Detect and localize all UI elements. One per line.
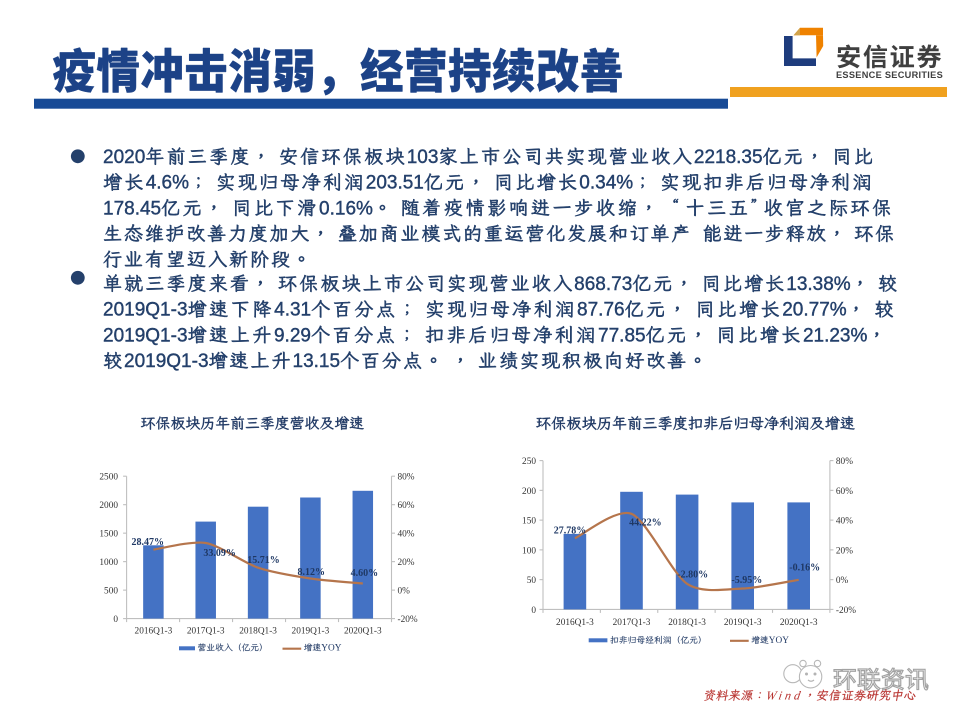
svg-text:50: 50	[527, 576, 537, 586]
svg-text:Wind: Wind	[765, 689, 805, 703]
svg-text:2000: 2000	[99, 501, 118, 511]
svg-text:4.31: 4.31	[274, 300, 311, 321]
svg-text:-0.16%: -0.16%	[789, 563, 820, 574]
svg-text:44.22%: 44.22%	[629, 518, 662, 529]
svg-text:2020Q1-3: 2020Q1-3	[344, 627, 382, 637]
svg-text:2019Q1-3: 2019Q1-3	[124, 351, 209, 372]
svg-text:1000: 1000	[99, 558, 118, 568]
svg-text:0: 0	[113, 615, 118, 625]
svg-text:2019Q1-3: 2019Q1-3	[103, 325, 188, 346]
svg-text:2016Q1-3: 2016Q1-3	[556, 618, 594, 628]
svg-text:2018Q1-3: 2018Q1-3	[239, 627, 277, 637]
svg-text:60%: 60%	[836, 487, 853, 497]
svg-text:60%: 60%	[398, 501, 415, 511]
svg-text:9.29: 9.29	[274, 325, 311, 346]
svg-text:2019Q1-3: 2019Q1-3	[103, 300, 188, 321]
svg-text:4.6%: 4.6%	[146, 173, 189, 194]
svg-text:13.38%: 13.38%	[786, 274, 851, 295]
svg-text:-5.95%: -5.95%	[731, 575, 762, 586]
svg-text:178.45: 178.45	[103, 198, 161, 219]
svg-text:77.85: 77.85	[598, 325, 646, 346]
svg-text:0.34%: 0.34%	[579, 173, 633, 194]
svg-text:40%: 40%	[836, 517, 853, 527]
svg-text:2019Q1-3: 2019Q1-3	[292, 627, 330, 637]
svg-text:20.77%: 20.77%	[782, 300, 847, 321]
svg-text:2020: 2020	[103, 147, 145, 168]
svg-text:2017Q1-3: 2017Q1-3	[613, 618, 651, 628]
svg-text:8.12%: 8.12%	[298, 567, 326, 578]
svg-text:87.76: 87.76	[577, 300, 625, 321]
svg-text:ESSENCE SECURITIES: ESSENCE SECURITIES	[836, 70, 943, 80]
svg-text:1500: 1500	[99, 530, 118, 540]
svg-text:40%: 40%	[398, 530, 415, 540]
svg-text:200: 200	[522, 487, 536, 497]
svg-text:868.73: 868.73	[574, 274, 632, 295]
svg-text:2018Q1-3: 2018Q1-3	[668, 618, 706, 628]
svg-text:21.23%: 21.23%	[803, 325, 868, 346]
svg-text:250: 250	[522, 457, 536, 467]
svg-text:500: 500	[104, 587, 118, 597]
svg-text:150: 150	[522, 517, 536, 527]
svg-text:4.60%: 4.60%	[351, 568, 379, 579]
svg-text:0%: 0%	[836, 576, 849, 586]
svg-text:33.09%: 33.09%	[203, 548, 236, 559]
svg-text:80%: 80%	[836, 457, 853, 467]
svg-text:2019Q1-3: 2019Q1-3	[724, 618, 762, 628]
svg-text:0: 0	[531, 606, 536, 616]
svg-text:-2.80%: -2.80%	[677, 570, 708, 581]
svg-text:YOY: YOY	[769, 636, 789, 646]
svg-text:15.71%: 15.71%	[247, 555, 280, 566]
svg-text:2016Q1-3: 2016Q1-3	[135, 627, 173, 637]
svg-text:103: 103	[407, 147, 439, 168]
svg-text:0%: 0%	[398, 587, 411, 597]
svg-text:-20%: -20%	[398, 615, 418, 625]
svg-text:0.16%: 0.16%	[319, 198, 373, 219]
svg-text:203.51: 203.51	[366, 173, 424, 194]
svg-text:13.15: 13.15	[293, 351, 341, 372]
svg-text:20%: 20%	[836, 546, 853, 556]
svg-text:2218.35: 2218.35	[694, 147, 763, 168]
svg-text:2020Q1-3: 2020Q1-3	[780, 618, 818, 628]
svg-text:27.78%: 27.78%	[554, 526, 587, 537]
svg-text:2017Q1-3: 2017Q1-3	[187, 627, 225, 637]
svg-text:100: 100	[522, 546, 536, 556]
svg-text:2500: 2500	[99, 473, 118, 483]
svg-text:20%: 20%	[398, 558, 415, 568]
svg-text:-20%: -20%	[836, 606, 856, 616]
svg-text:YOY: YOY	[321, 644, 341, 654]
svg-text:28.47%: 28.47%	[132, 537, 165, 548]
svg-text:80%: 80%	[398, 473, 415, 483]
